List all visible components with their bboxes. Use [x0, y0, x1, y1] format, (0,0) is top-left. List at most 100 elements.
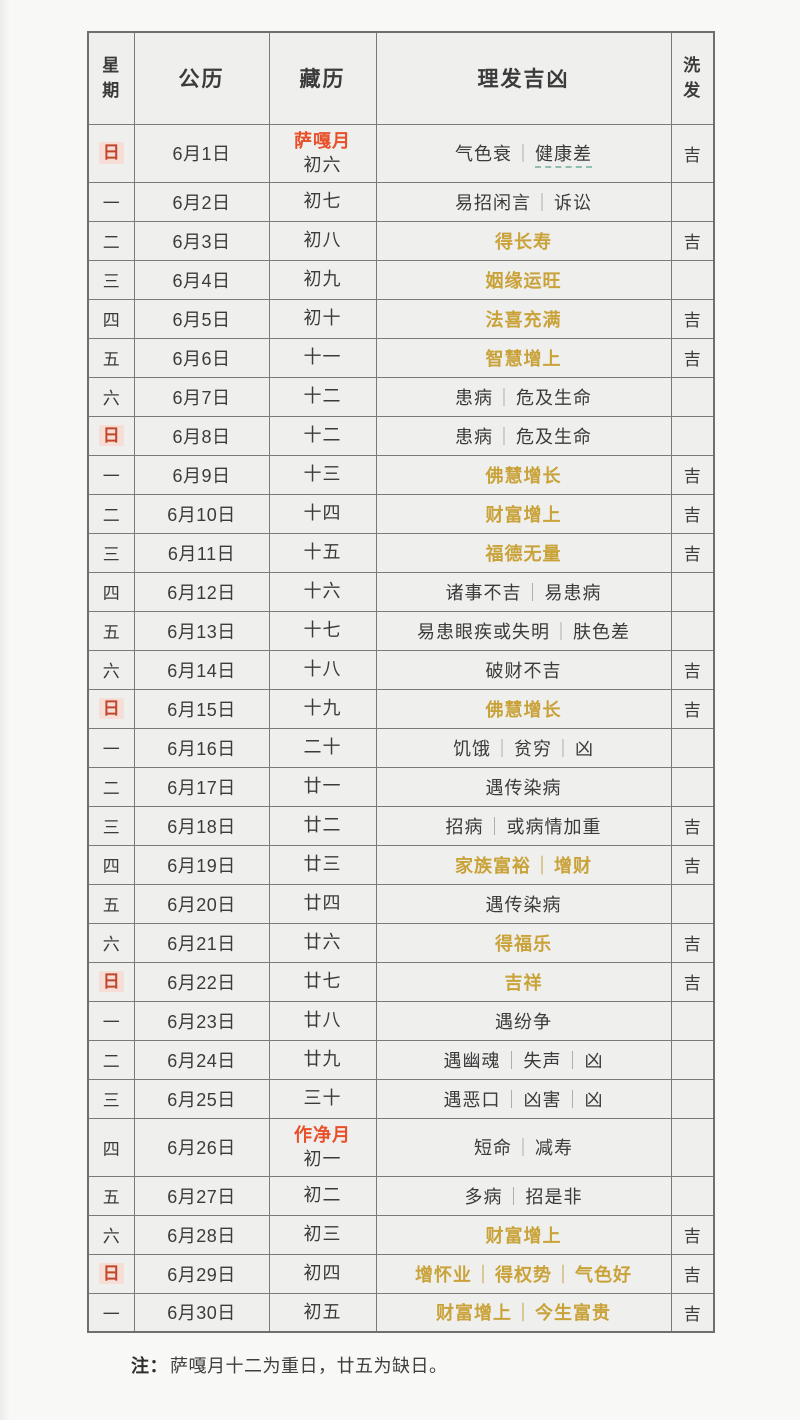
- cell-haircut-fortune: 遇传染病: [375, 883, 672, 924]
- fortune-part: 增财: [554, 855, 592, 876]
- cell-gregorian-date: 6月8日: [133, 415, 270, 456]
- cell-gregorian-date: 6月1日: [133, 123, 270, 183]
- cell-weekday: 日: [87, 961, 135, 1002]
- cell-tibetan-date: 十三: [268, 454, 377, 495]
- cell-weekday: 四: [87, 844, 135, 885]
- cell-gregorian-date: 6月20日: [133, 883, 270, 924]
- fortune-part: 佛慧增长: [485, 699, 562, 720]
- fortune-part: 得权势: [495, 1264, 552, 1285]
- table-row: 五 6月20日 廿四 遇传染病: [87, 883, 715, 924]
- fortune-separator: ｜: [514, 1303, 533, 1324]
- cell-tibetan-date: 初九: [268, 259, 377, 300]
- tibetan-month-label: 萨嘎月: [294, 130, 351, 151]
- cell-haircut-fortune: 气色衰｜健康差: [375, 123, 672, 183]
- cell-weekday: 二: [87, 220, 135, 261]
- cell-gregorian-date: 6月15日: [133, 688, 270, 729]
- cell-haircut-fortune: 佛慧增长: [375, 688, 672, 729]
- cell-haircut-fortune: 患病｜危及生命: [375, 415, 672, 456]
- cell-gregorian-date: 6月12日: [133, 571, 270, 612]
- wash-header-char-1: 洗: [683, 55, 702, 75]
- table-row: 四 6月12日 十六 诸事不吉｜易患病: [87, 571, 715, 612]
- cell-gregorian-date: 6月7日: [133, 376, 270, 417]
- cell-tibetan-date: 初三: [268, 1214, 377, 1255]
- cell-weekday: 四: [87, 571, 135, 612]
- table-row: 四 6月19日 廿三 家族富裕｜增财吉: [87, 844, 715, 885]
- cell-gregorian-date: 6月5日: [133, 298, 270, 339]
- fortune-separator: ｜: [502, 1050, 522, 1071]
- fortune-part: 遇传染病: [485, 894, 562, 915]
- cell-gregorian-date: 6月6日: [133, 337, 270, 378]
- cell-wash-hair: [670, 1117, 715, 1177]
- table-row: 三 6月25日 三十 遇恶口｜凶害｜凶: [87, 1078, 715, 1119]
- fortune-part: 遇传染病: [485, 777, 562, 798]
- table-row: 日 6月15日 十九 佛慧增长 吉: [87, 688, 715, 729]
- fortune-separator: ｜: [533, 192, 552, 213]
- table-row: 二 6月10日 十四 财富增上 吉: [87, 493, 715, 534]
- cell-wash-hair: 吉: [670, 454, 715, 495]
- cell-weekday: 日: [87, 123, 135, 183]
- fortune-separator: ｜: [502, 1089, 522, 1110]
- fortune-separator: ｜: [493, 738, 512, 759]
- cell-tibetan-date: 廿七: [268, 961, 377, 1002]
- column-header-tibetan: 藏历: [268, 31, 377, 125]
- cell-haircut-fortune: 遇传染病: [375, 766, 672, 807]
- table-row: 六 6月14日 十八 破财不吉 吉: [87, 649, 715, 690]
- cell-haircut-fortune: 得福乐: [375, 922, 672, 963]
- table-row: 日 6月8日 十二 患病｜危及生命: [87, 415, 715, 456]
- cell-weekday: 六: [87, 649, 135, 690]
- cell-haircut-fortune: 易患眼疾或失明｜肤色差: [375, 610, 672, 651]
- cell-tibetan-date: 初四: [268, 1253, 377, 1294]
- fortune-part: 危及生命: [516, 387, 592, 408]
- table-row: 六 6月28日 初三 财富增上 吉: [87, 1214, 715, 1255]
- tibetan-day-label: 初六: [303, 155, 342, 175]
- table-row: 一 6月30日 初五 财富增上｜今生富贵吉: [87, 1292, 715, 1333]
- column-header-gregorian: 公历: [133, 31, 270, 125]
- table-row: 二 6月3日 初八 得长寿 吉: [87, 220, 715, 261]
- cell-haircut-fortune: 多病｜招是非: [375, 1175, 672, 1216]
- cell-haircut-fortune: 福德无量: [375, 532, 672, 573]
- fortune-part: 财富增上: [485, 1225, 562, 1246]
- cell-gregorian-date: 6月3日: [133, 220, 270, 261]
- weekday-header-char-1: 星: [102, 55, 121, 75]
- cell-gregorian-date: 6月22日: [133, 961, 270, 1002]
- fortune-part: 福德无量: [485, 543, 562, 564]
- fortune-part: 财富增上: [485, 504, 562, 525]
- cell-weekday: 四: [87, 1117, 135, 1177]
- cell-weekday: 日: [87, 688, 135, 729]
- cell-wash-hair: [670, 610, 715, 651]
- cell-haircut-fortune: 财富增上: [375, 493, 672, 534]
- fortune-part: 减寿: [535, 1138, 573, 1158]
- cell-gregorian-date: 6月26日: [133, 1117, 270, 1177]
- fortune-part: 法喜充满: [485, 309, 562, 330]
- cell-tibetan-date: 初十: [268, 298, 377, 339]
- fortune-part: 易患病: [544, 582, 602, 603]
- cell-weekday: 三: [87, 532, 135, 573]
- cell-tibetan-date: 廿九: [268, 1039, 377, 1080]
- cell-haircut-fortune: 遇纷争: [375, 1000, 672, 1041]
- table-row: 一 6月9日 十三 佛慧增长 吉: [87, 454, 715, 495]
- fortune-part: 贫穷: [514, 738, 552, 759]
- cell-gregorian-date: 6月14日: [133, 649, 270, 690]
- cell-weekday: 五: [87, 1175, 135, 1216]
- cell-tibetan-date: 廿三: [268, 844, 377, 885]
- cell-wash-hair: 吉: [670, 532, 715, 573]
- cell-gregorian-date: 6月29日: [133, 1253, 270, 1294]
- fortune-part: 肤色差: [573, 621, 630, 642]
- cell-haircut-fortune: 增怀业｜得权势｜气色好: [375, 1253, 672, 1294]
- cell-tibetan-date: 初二: [268, 1175, 377, 1216]
- cell-wash-hair: 吉: [670, 123, 715, 183]
- fortune-separator: ｜: [474, 1264, 493, 1285]
- footer-note-label: 注：: [131, 1356, 168, 1376]
- cell-weekday: 五: [87, 337, 135, 378]
- fortune-part: 遇纷争: [495, 1011, 552, 1032]
- table-header: 星 期 公历 藏历 理发吉凶 洗 发: [87, 31, 715, 125]
- fortune-separator: ｜: [563, 1050, 583, 1071]
- fortune-separator: ｜: [514, 1138, 533, 1158]
- cell-tibetan-date: 十九: [268, 688, 377, 729]
- fortune-part: 气色衰: [455, 144, 512, 164]
- sunday-marker: 日: [98, 697, 124, 720]
- cell-tibetan-date: 十六: [268, 571, 377, 612]
- cell-haircut-fortune: 破财不吉: [375, 649, 672, 690]
- fortune-part: 智慧增上: [485, 348, 562, 369]
